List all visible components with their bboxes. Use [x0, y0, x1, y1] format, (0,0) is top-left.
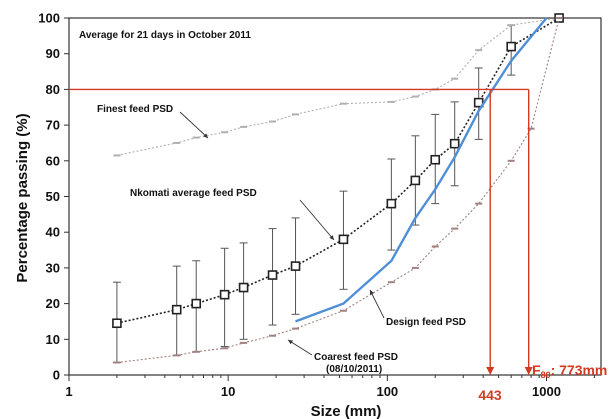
data-point [267, 270, 278, 280]
y-tick-label: 20 [46, 296, 60, 311]
design-f80-drop-line-arrow [486, 367, 495, 375]
data-point [449, 138, 460, 149]
pointer-head [203, 133, 208, 138]
finest-feed-label: Finest feed PSD [97, 104, 173, 115]
coarse-feed-label-line1: Coarest feed PSD [314, 352, 398, 363]
x-axis-ticks: 1 10 100 1000 [65, 375, 595, 399]
y-axis-ticks: 0 10 20 30 40 50 60 70 80 90 100 [38, 11, 69, 383]
y-tick-label: 40 [46, 225, 60, 240]
data-point [506, 41, 516, 52]
series-nkomati-average-feed-psd [112, 13, 564, 364]
finest-feed-pointer [179, 111, 209, 139]
data-point [171, 304, 182, 315]
plant-f80-drop-line-arrow [524, 367, 533, 375]
series-coarest-feed-psd-08-10-2011 [113, 17, 563, 364]
y-tick-label: 100 [38, 11, 60, 26]
f80-value: : 773mm [551, 362, 608, 378]
pointer-head [370, 290, 374, 295]
y-tick-label: 30 [46, 260, 60, 275]
y-tick-label: 60 [46, 153, 60, 168]
pointer-line [179, 111, 209, 139]
y-tick-label: 50 [46, 189, 60, 204]
nkomati-feed-pointer [299, 199, 335, 241]
x-tick-label: 1 [65, 384, 72, 399]
data-point [219, 289, 230, 300]
data-point [430, 154, 441, 165]
y-tick-label: 0 [53, 368, 60, 383]
design-feed-label: Design feed PSD [386, 317, 466, 328]
f80-subscript: 80 [541, 370, 551, 380]
pointer-head [288, 340, 293, 345]
data-point [290, 261, 301, 271]
design-feed-pointer [369, 289, 385, 319]
y-tick-label: 90 [46, 46, 60, 61]
data-point [112, 318, 122, 329]
pointer-head [329, 235, 334, 240]
data-point [386, 198, 397, 209]
y-tick-label: 10 [46, 332, 60, 347]
x-tick-label: 10 [221, 384, 235, 399]
coarse-feed-label-line2: (08/10/2011) [326, 364, 382, 375]
series-layer [112, 13, 564, 364]
plant-f80-label: F80: 773mm [532, 362, 607, 380]
pointer-line [287, 339, 313, 356]
series-design-feed-psd [295, 17, 548, 323]
y-axis-title: Percentage passing (%) [14, 113, 31, 282]
reference-lines [69, 88, 533, 375]
y-tick-label: 80 [46, 82, 60, 97]
design-f80-label: 443 [478, 387, 502, 403]
data-point [410, 175, 421, 186]
chart-title: Average for 21 days in October 2011 [79, 30, 251, 41]
series-line [116, 17, 560, 324]
coarse-feed-pointer [287, 339, 313, 356]
pointer-line [369, 289, 385, 319]
f80-prefix: F [532, 362, 541, 378]
series-line [295, 17, 548, 323]
pointer-line [299, 199, 335, 241]
x-tick-label: 1000 [532, 384, 561, 399]
series-line [116, 17, 560, 364]
x-axis-title: Size (mm) [311, 403, 382, 419]
data-point [191, 298, 202, 309]
y-tick-label: 70 [46, 118, 60, 133]
x-tick-label: 100 [376, 384, 398, 399]
data-point [238, 282, 249, 293]
nkomati-feed-label: Nkomati average feed PSD [130, 188, 257, 199]
data-point [338, 234, 349, 245]
